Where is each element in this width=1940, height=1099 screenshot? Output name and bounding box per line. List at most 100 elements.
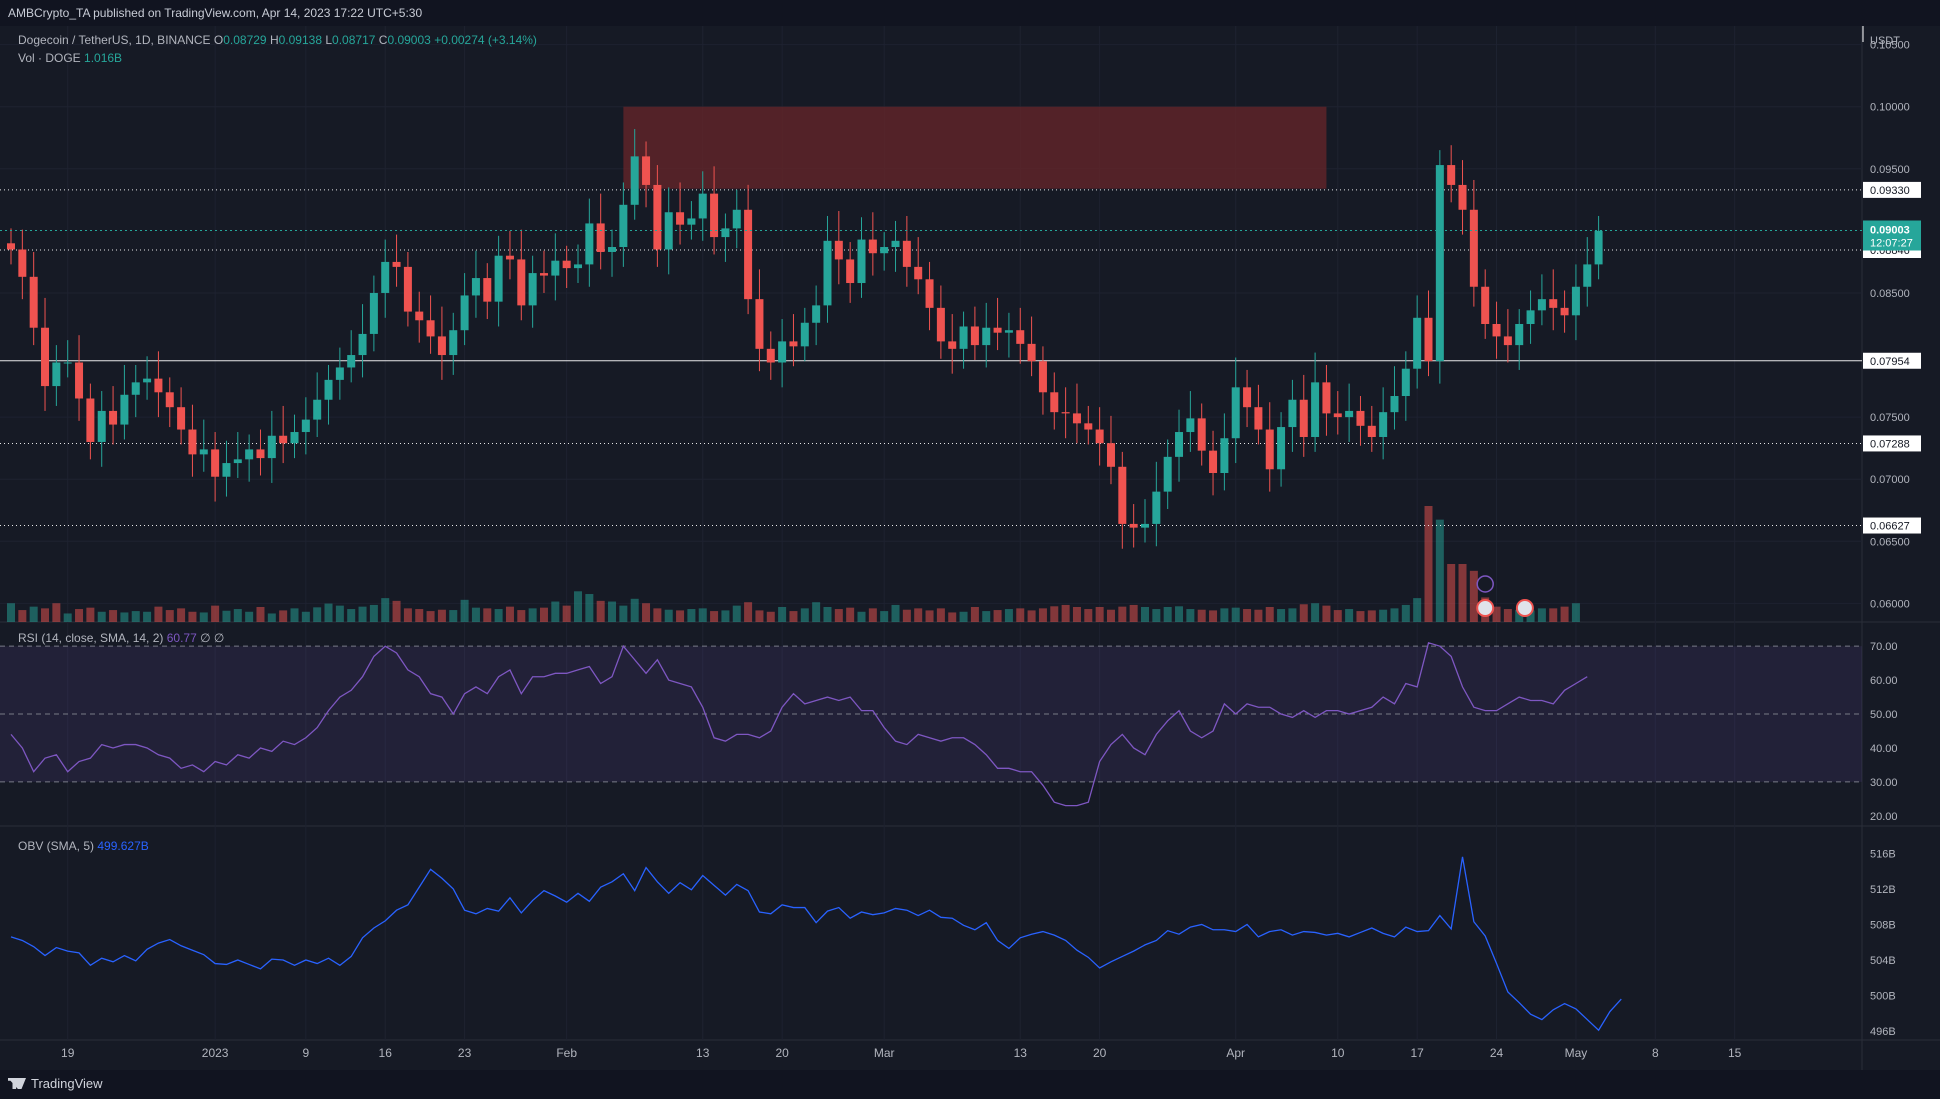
volume-bar bbox=[959, 611, 968, 622]
footer-bar bbox=[0, 1070, 1940, 1099]
candle-body bbox=[460, 295, 469, 331]
volume-bar bbox=[710, 611, 719, 622]
open-label: O bbox=[213, 33, 224, 47]
candle-body bbox=[1209, 450, 1218, 473]
level-label: 0.09330 bbox=[1870, 185, 1910, 197]
candle-body bbox=[267, 435, 276, 459]
volume-bar bbox=[18, 610, 27, 622]
volume-bar bbox=[653, 608, 662, 622]
volume-bar bbox=[1549, 608, 1558, 622]
volume-bar bbox=[902, 609, 911, 622]
volume-bar bbox=[86, 607, 95, 622]
candle-body bbox=[120, 394, 129, 425]
candle-body bbox=[279, 435, 288, 444]
candle-body bbox=[1186, 418, 1195, 433]
candle-body bbox=[1549, 299, 1558, 308]
symbol-label[interactable]: Dogecoin / TetherUS, 1D, BINANCE bbox=[18, 33, 211, 47]
x-tick-label: Apr bbox=[1226, 1046, 1245, 1060]
volume-bar bbox=[846, 607, 855, 622]
candle-body bbox=[18, 249, 27, 277]
candle-body bbox=[29, 276, 38, 328]
candle-body bbox=[1027, 343, 1036, 362]
volume-bar bbox=[245, 611, 254, 622]
candle-body bbox=[335, 367, 344, 380]
volume-bar bbox=[1447, 564, 1456, 622]
volume-bar bbox=[1288, 608, 1297, 622]
volume-bar bbox=[585, 594, 594, 622]
chart-area[interactable]: 19 2023 9 16 23 Feb 13 20 Mar 13 20 Apr 10 17 24 May 8 15… bbox=[0, 26, 1940, 1070]
candle-body bbox=[1413, 317, 1422, 369]
candle-body bbox=[823, 240, 832, 306]
candle-body bbox=[1390, 396, 1399, 413]
tradingview-logo[interactable]: TradingView bbox=[8, 1076, 103, 1091]
volume-bar bbox=[290, 608, 299, 622]
price-tick-label: 0.10000 bbox=[1870, 102, 1910, 114]
volume-bar bbox=[131, 611, 140, 622]
volume-bar bbox=[1265, 606, 1274, 622]
candle-body bbox=[188, 429, 197, 455]
volume-bar bbox=[1186, 609, 1195, 622]
volume-bar bbox=[63, 613, 72, 622]
volume-bar bbox=[1141, 606, 1149, 622]
tradingview-logo-icon bbox=[8, 1078, 26, 1089]
candle-body bbox=[403, 266, 412, 312]
candle-body bbox=[1254, 407, 1263, 430]
candle-body bbox=[154, 378, 163, 393]
candle-body bbox=[1265, 429, 1274, 470]
candle-body bbox=[1118, 466, 1127, 524]
volume-bar bbox=[1492, 606, 1501, 622]
candle-body bbox=[1288, 399, 1297, 428]
lightning-icon[interactable] bbox=[1476, 575, 1494, 593]
obv-label[interactable]: OBV (SMA, 5) bbox=[18, 839, 95, 853]
x-tick-label: 17 bbox=[1410, 1046, 1424, 1060]
candle-body bbox=[608, 247, 617, 252]
volume-bar bbox=[732, 605, 741, 622]
us-flag-icon[interactable] bbox=[1515, 599, 1534, 617]
candle-body bbox=[812, 305, 821, 323]
volume-bar bbox=[1311, 603, 1320, 622]
candle-body bbox=[732, 209, 741, 229]
volume-bar bbox=[471, 607, 480, 622]
x-tick-label: 20 bbox=[1093, 1046, 1107, 1060]
candle-body bbox=[868, 239, 877, 254]
x-tick-label: Mar bbox=[874, 1046, 895, 1060]
candle-body bbox=[1175, 432, 1184, 457]
x-tick-label: 20 bbox=[775, 1046, 789, 1060]
obv-tick-label: 508B bbox=[1870, 919, 1896, 931]
volume-bar bbox=[143, 611, 152, 622]
candle-body bbox=[936, 307, 945, 342]
candle-body bbox=[1152, 491, 1161, 524]
candle-body bbox=[1038, 361, 1047, 393]
candle-body bbox=[324, 379, 333, 400]
candle-body bbox=[7, 243, 15, 250]
volume-bar bbox=[891, 604, 900, 622]
volume-bar bbox=[1367, 610, 1376, 622]
volume-bar bbox=[857, 611, 866, 622]
candle-body bbox=[483, 278, 492, 302]
x-tick-label: 2023 bbox=[202, 1046, 229, 1060]
volume-bar bbox=[834, 609, 843, 622]
volume-bar bbox=[766, 611, 775, 622]
volume-label[interactable]: Vol · DOGE bbox=[18, 51, 81, 65]
candle-body bbox=[585, 223, 594, 265]
volume-bar bbox=[1016, 608, 1025, 622]
volume-bar bbox=[1413, 598, 1422, 622]
volume-bar bbox=[313, 607, 322, 622]
volume-bar bbox=[347, 609, 356, 622]
volume-bar bbox=[222, 610, 231, 622]
volume-bar bbox=[823, 606, 832, 622]
volume-bar bbox=[1243, 609, 1252, 622]
x-tick-label: 15 bbox=[1728, 1046, 1742, 1060]
candle-body bbox=[313, 399, 322, 420]
volume-bar bbox=[494, 609, 503, 622]
level-label-box bbox=[1863, 181, 1921, 198]
candle-body bbox=[290, 432, 299, 444]
candle-body bbox=[1571, 286, 1580, 316]
volume-bar bbox=[1152, 609, 1161, 622]
price-tick-label: 0.10500 bbox=[1870, 40, 1910, 52]
candle-body bbox=[1141, 523, 1149, 528]
us-flag-icon[interactable] bbox=[1476, 599, 1495, 617]
volume-bar bbox=[1118, 606, 1127, 622]
x-tick-label: 9 bbox=[302, 1046, 309, 1060]
rsi-label[interactable]: RSI (14, close, SMA, 14, 2) bbox=[18, 631, 164, 645]
